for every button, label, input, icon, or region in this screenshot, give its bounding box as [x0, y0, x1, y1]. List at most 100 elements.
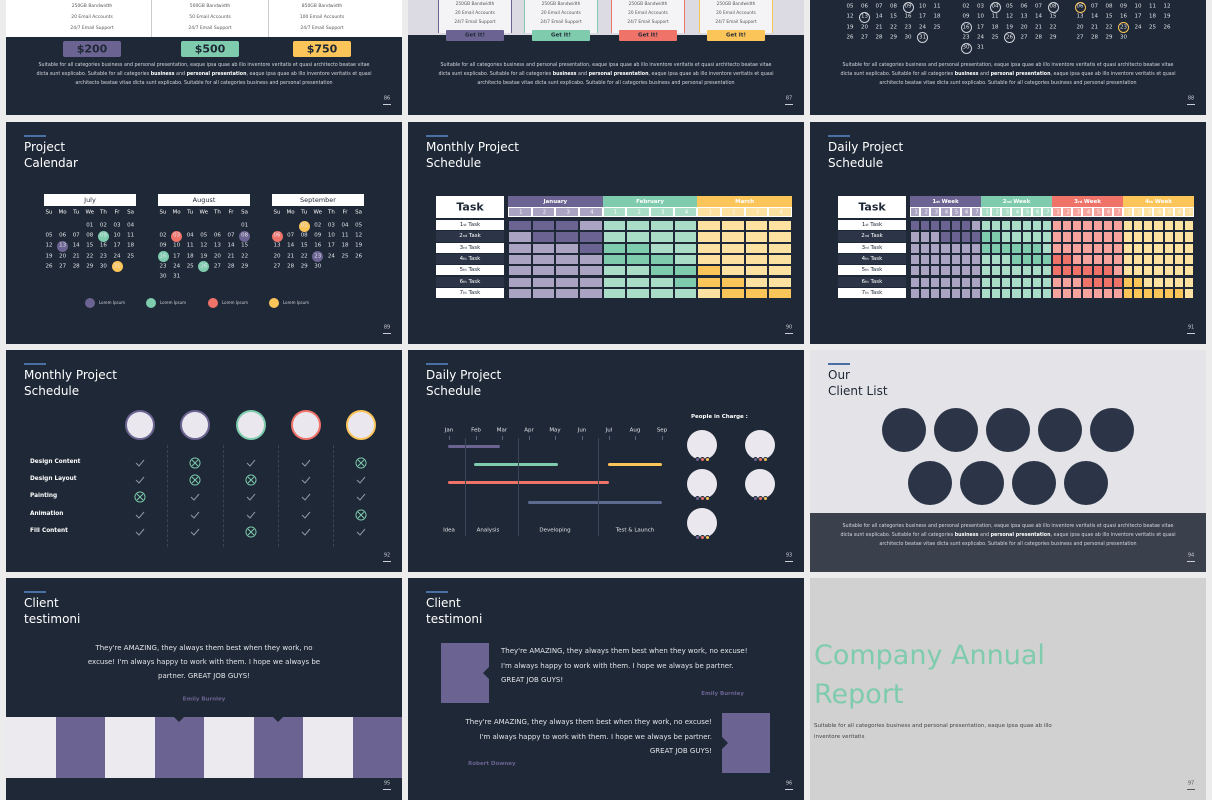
day-ring	[960, 42, 972, 54]
schedule-cell	[1062, 287, 1073, 300]
day: 02	[314, 222, 322, 229]
corner-label: Task	[858, 200, 886, 214]
schedule-cell	[602, 220, 627, 232]
ordinal-suffix: th	[865, 279, 869, 284]
sub-header: 2	[920, 207, 931, 217]
day: 09	[159, 242, 167, 249]
phase-divider	[465, 438, 466, 536]
schedule-cell	[650, 242, 674, 254]
day: 04	[127, 222, 135, 229]
person-dot	[694, 456, 700, 462]
schedule-cell	[1123, 265, 1134, 277]
stripe	[6, 717, 56, 778]
sub-label: 1	[519, 209, 523, 216]
page-number: 86	[383, 95, 391, 102]
sub-header: 2	[991, 207, 1002, 217]
check-mark	[135, 511, 145, 519]
feature-panel	[6, 0, 402, 37]
ordinal-label: Task	[870, 256, 883, 263]
phase-divider	[518, 438, 519, 536]
day: 18	[127, 242, 135, 249]
schedule-cell	[1021, 276, 1032, 288]
feature: 20 Email Accounts	[716, 10, 756, 16]
schedule-cell	[920, 231, 931, 243]
day: 29	[1105, 34, 1113, 41]
group-label: February	[636, 198, 664, 205]
day: 30	[314, 263, 322, 270]
schedule-cell	[1153, 276, 1164, 288]
month: Jan	[444, 427, 454, 434]
feature: 50 Email Accounts	[189, 14, 231, 20]
day-ring	[1004, 32, 1015, 44]
schedule-cell	[650, 220, 674, 232]
day: 24	[977, 34, 984, 41]
schedule-cell	[930, 231, 941, 243]
schedule-cell	[673, 287, 698, 300]
button-label: Get It!	[726, 31, 746, 38]
client-logo	[1038, 408, 1082, 452]
day: 12	[1163, 3, 1171, 10]
body-segment: personal presentation	[186, 72, 247, 77]
month: September	[300, 195, 336, 204]
schedule-cell	[1143, 220, 1154, 232]
page-number: 88	[1187, 95, 1195, 102]
body-segment: Suitable for all categories business and…	[438, 63, 772, 77]
schedule-cell	[531, 265, 556, 277]
ordinal-number: 4	[459, 256, 464, 263]
day: 23	[314, 252, 322, 259]
schedule-cell	[930, 253, 941, 266]
day: 20	[861, 23, 868, 30]
day: 12	[846, 13, 854, 20]
timeline-bar	[528, 501, 662, 504]
body-segment: Suitable for all categories business and…	[840, 524, 1174, 538]
check-mark	[190, 511, 200, 519]
schedule-cell	[1082, 287, 1093, 300]
legend-dot	[85, 298, 95, 308]
schedule-cell	[1001, 220, 1012, 232]
body-segment: business	[552, 72, 577, 77]
get-button: Get It!	[532, 30, 590, 41]
schedule-cell	[950, 276, 961, 288]
quote: They're AMAZING, they always them best w…	[87, 644, 321, 680]
month-tick	[582, 436, 583, 440]
check-mark	[301, 476, 311, 484]
schedule-cell	[1143, 242, 1154, 254]
day-highlight	[97, 230, 109, 242]
sub-label: 2	[1137, 209, 1141, 216]
day: 28	[875, 34, 883, 41]
schedule-cell	[673, 253, 698, 266]
title-rule	[426, 591, 448, 593]
day: 28	[72, 263, 80, 270]
ordinal-number: 1	[861, 222, 866, 229]
schedule-cell	[1173, 242, 1184, 254]
schedule-cell	[1092, 287, 1103, 300]
schedule-cell	[1143, 287, 1154, 300]
schedule-cell	[1052, 242, 1063, 254]
schedule-cell	[626, 287, 650, 300]
schedule-cell	[950, 231, 961, 243]
cross-mark	[355, 509, 367, 521]
ordinal-number: 1	[459, 222, 464, 229]
schedule-cell	[1173, 276, 1184, 288]
schedule-cell	[721, 231, 745, 243]
schedule-cell	[920, 253, 931, 266]
day-ring	[1118, 22, 1129, 34]
sub-label: 3	[934, 209, 938, 216]
day: 15	[1049, 13, 1057, 20]
schedule-cell	[1011, 276, 1022, 288]
ordinal-label: Week	[941, 198, 959, 205]
schedule-cell	[1163, 242, 1174, 254]
sub-header: 2	[1133, 207, 1144, 217]
page-number: 92	[383, 552, 391, 559]
schedule-cell	[744, 276, 769, 288]
price: $750	[306, 42, 338, 56]
schedule-cell	[1143, 276, 1154, 288]
schedule-cell	[555, 253, 579, 266]
client-logo	[960, 461, 1004, 505]
body-segment: , eaque ipsa quae ab illo inventore veri…	[879, 533, 1176, 547]
task-name: Animation	[30, 511, 64, 517]
sub-label: 3	[1076, 209, 1080, 216]
cross-mark	[189, 474, 201, 486]
